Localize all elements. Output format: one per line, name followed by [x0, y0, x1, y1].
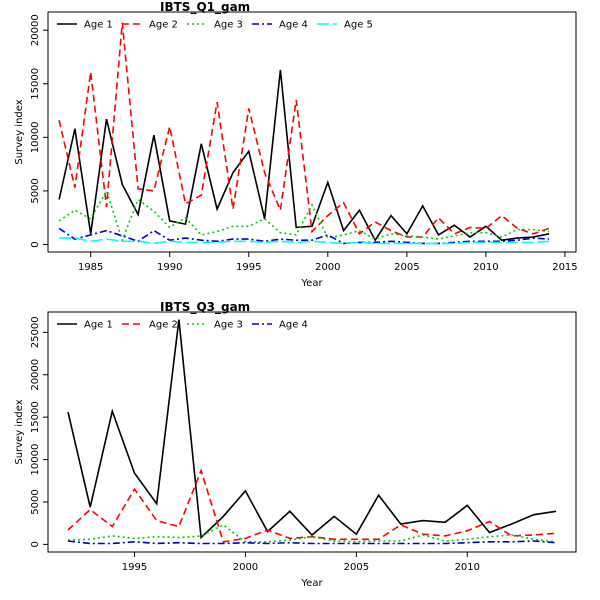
series-line-age-2 — [67, 468, 557, 543]
series-line-age-3 — [67, 523, 557, 543]
y-tick-label: 20000 — [30, 14, 41, 46]
series-line-age-5 — [59, 237, 550, 245]
chart-panel-q3: 1995 2000 2005 2010 0 5000 10000 15000 20000 2500… — [14, 300, 577, 589]
series-line-age-3 — [58, 188, 550, 243]
chart-panel-q1: 1985 1990 1995 2000 2005 2010 2015 0 5000 10000 15… — [14, 0, 578, 289]
x-tick-label: 2000 — [233, 562, 258, 573]
y-tick-label: 10000 — [30, 444, 41, 476]
x-axis-label: Year — [300, 278, 323, 289]
series-line-age-4 — [58, 227, 550, 245]
y-tick-label: 15000 — [30, 68, 41, 100]
chart-title: IBTS_Q1_gam — [160, 0, 250, 15]
x-tick-label: 2005 — [344, 562, 369, 573]
y-tick-label: 5000 — [30, 178, 41, 203]
x-tick-label: 1995 — [122, 562, 147, 573]
y-tick-label: 0 — [30, 541, 41, 547]
legend-label: Age 5 — [344, 20, 373, 31]
x-axis-label: Year — [300, 578, 323, 589]
y-axis-label: Survey index — [14, 99, 25, 164]
series-line-age-1 — [67, 319, 557, 540]
y-axis-label: Survey index — [14, 399, 25, 464]
x-tick-label: 2005 — [394, 262, 419, 273]
legend-label: Age 1 — [84, 320, 113, 331]
plot-frame — [47, 311, 577, 553]
y-tick-label: 0 — [30, 241, 41, 247]
x-tick-label: 1995 — [236, 262, 261, 273]
legend-label: Age 2 — [149, 320, 178, 331]
legend-label: Age 3 — [214, 20, 243, 31]
y-tick-label: 20000 — [30, 359, 41, 391]
legend-label: Age 4 — [279, 20, 308, 31]
x-tick-label: 2010 — [455, 562, 480, 573]
y-tick-label: 15000 — [30, 401, 41, 433]
series-line-age-1 — [58, 69, 550, 242]
series-line-age-2 — [58, 22, 550, 238]
legend-label: Age 2 — [149, 20, 178, 31]
x-tick-label: 2015 — [552, 262, 577, 273]
plot-frame — [47, 11, 577, 253]
chart-title: IBTS_Q3_gam — [160, 300, 250, 315]
legend-label: Age 4 — [279, 320, 308, 331]
x-tick-label: 1990 — [157, 262, 182, 273]
x-tick-label: 2000 — [315, 262, 340, 273]
series-line-age-4 — [67, 540, 557, 545]
legend-label: Age 1 — [84, 20, 113, 31]
y-tick-label: 5000 — [30, 489, 41, 514]
y-tick-label: 25000 — [30, 316, 41, 348]
x-tick-label: 1985 — [78, 262, 103, 273]
x-tick-label: 2010 — [473, 262, 498, 273]
legend-label: Age 3 — [214, 320, 243, 331]
y-tick-label: 10000 — [30, 121, 41, 153]
